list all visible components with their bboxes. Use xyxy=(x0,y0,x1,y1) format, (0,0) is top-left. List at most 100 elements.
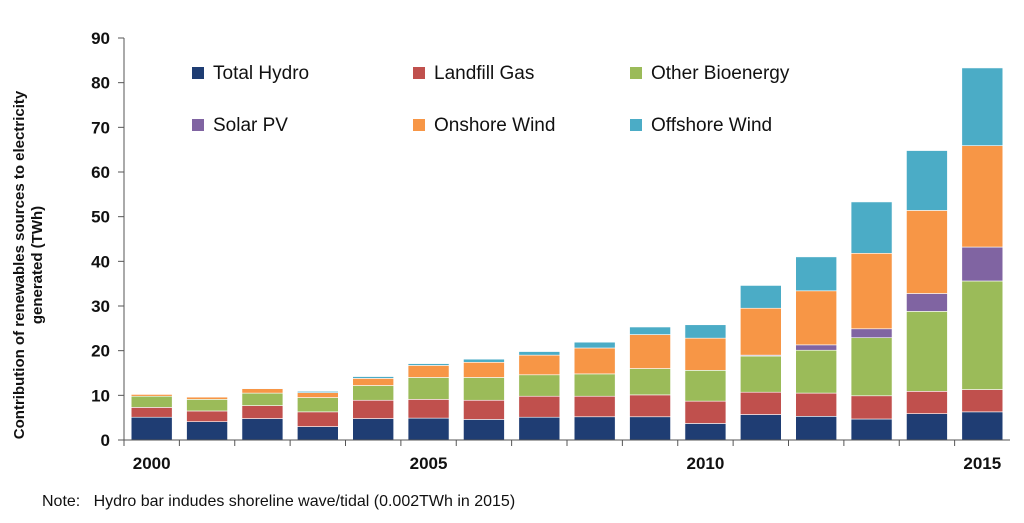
bar-landfill-gas-2000 xyxy=(130,407,173,418)
bar-other-bioenergy-2004 xyxy=(352,385,394,401)
y-axis-label-line-2: generated (TWh) xyxy=(29,206,46,324)
bar-onshore-wind-2012 xyxy=(795,290,837,346)
x-tick-label-2000: 2000 xyxy=(133,454,171,473)
bar-total-hydro-2003 xyxy=(297,426,339,441)
bar-landfill-gas-2010 xyxy=(684,400,727,424)
footnote-prefix: Note: xyxy=(42,493,81,510)
bar-other-bioenergy-2013 xyxy=(850,337,893,397)
bar-stack-2009 xyxy=(629,326,671,441)
bar-solar-pv-2012 xyxy=(795,344,837,351)
legend-item-solar-pv: Solar PV xyxy=(192,115,288,136)
bar-total-hydro-2000 xyxy=(130,416,173,441)
y-axis-label-line-1: Contribution of renewables sources to el… xyxy=(11,90,28,439)
legend-label-landfill-gas: Landfill Gas xyxy=(434,63,534,84)
bar-onshore-wind-2000 xyxy=(130,394,173,397)
y-tick-label: 60 xyxy=(91,163,110,182)
legend-swatch-solar-pv xyxy=(192,119,204,131)
bar-landfill-gas-2015 xyxy=(961,389,1004,413)
bar-onshore-wind-2004 xyxy=(352,378,394,386)
legend-label-onshore-wind: Onshore Wind xyxy=(434,115,555,136)
bar-landfill-gas-2005 xyxy=(407,399,450,419)
bar-landfill-gas-2013 xyxy=(850,395,893,420)
legend-swatch-offshore-wind xyxy=(630,119,642,131)
bar-total-hydro-2007 xyxy=(518,416,561,441)
bar-onshore-wind-2010 xyxy=(684,337,727,371)
bar-other-bioenergy-2005 xyxy=(407,377,450,400)
bar-stack-2006 xyxy=(463,358,505,441)
bar-landfill-gas-2007 xyxy=(518,395,561,418)
legend-label-offshore-wind: Offshore Wind xyxy=(651,115,772,136)
bar-onshore-wind-2003 xyxy=(297,392,339,398)
bar-stack-2013 xyxy=(850,201,893,441)
bar-total-hydro-2009 xyxy=(629,416,671,441)
bar-offshore-wind-2009 xyxy=(629,326,671,335)
x-axis-ticks: 2000 2005 2010 2015 xyxy=(123,440,1001,473)
x-tick-label-2010: 2010 xyxy=(687,454,725,473)
bar-other-bioenergy-2011 xyxy=(740,355,782,393)
bar-total-hydro-2001 xyxy=(186,421,228,441)
legend-item-onshore-wind: Onshore Wind xyxy=(413,115,555,136)
bar-other-bioenergy-2003 xyxy=(297,397,339,413)
bar-landfill-gas-2011 xyxy=(740,391,782,415)
bar-other-bioenergy-2015 xyxy=(961,280,1004,390)
legend-item-offshore-wind: Offshore Wind xyxy=(630,115,772,136)
legend-item-total-hydro: Total Hydro xyxy=(192,63,309,84)
x-tick-label-2015: 2015 xyxy=(963,454,1001,473)
bar-offshore-wind-2005 xyxy=(407,363,450,366)
bar-total-hydro-2004 xyxy=(352,418,394,441)
footnote: Note: Hydro bar indudes shoreline wave/t… xyxy=(42,493,515,511)
bar-onshore-wind-2015 xyxy=(961,145,1004,248)
bar-onshore-wind-2008 xyxy=(573,347,616,375)
bar-total-hydro-2012 xyxy=(795,416,837,441)
bar-onshore-wind-2011 xyxy=(740,307,782,356)
bar-landfill-gas-2001 xyxy=(186,410,228,422)
bar-other-bioenergy-2012 xyxy=(795,349,837,394)
bar-offshore-wind-2015 xyxy=(961,67,1004,146)
bar-onshore-wind-2005 xyxy=(407,365,450,378)
bar-stack-2001 xyxy=(186,396,228,441)
bar-other-bioenergy-2007 xyxy=(518,374,561,397)
bar-landfill-gas-2008 xyxy=(573,395,616,418)
bar-other-bioenergy-2010 xyxy=(684,370,727,402)
bar-landfill-gas-2003 xyxy=(297,411,339,427)
bar-other-bioenergy-2001 xyxy=(186,399,228,412)
bar-offshore-wind-2011 xyxy=(740,285,782,309)
legend-swatch-landfill-gas xyxy=(413,67,425,79)
bar-solar-pv-2013 xyxy=(850,328,893,339)
bar-onshore-wind-2001 xyxy=(186,396,228,400)
bar-stack-2007 xyxy=(518,351,561,441)
bar-stack-2010 xyxy=(684,324,727,441)
bar-onshore-wind-2006 xyxy=(463,361,505,378)
bar-other-bioenergy-2000 xyxy=(130,395,173,408)
bar-offshore-wind-2012 xyxy=(795,256,837,292)
bar-offshore-wind-2010 xyxy=(684,324,727,339)
bar-total-hydro-2002 xyxy=(241,418,284,441)
bar-landfill-gas-2009 xyxy=(629,394,671,418)
legend-swatch-onshore-wind xyxy=(413,119,425,131)
bar-offshore-wind-2008 xyxy=(573,341,616,349)
bar-total-hydro-2005 xyxy=(407,417,450,441)
bar-offshore-wind-2007 xyxy=(518,351,561,356)
bar-landfill-gas-2014 xyxy=(906,391,948,414)
legend-label-other-bioenergy: Other Bioenergy xyxy=(651,63,790,84)
bar-landfill-gas-2006 xyxy=(463,399,505,420)
bar-stack-2015 xyxy=(961,67,1004,441)
bar-offshore-wind-2006 xyxy=(463,358,505,363)
bar-onshore-wind-2014 xyxy=(906,210,948,294)
bar-total-hydro-2013 xyxy=(850,418,893,441)
bar-stack-2011 xyxy=(740,285,782,441)
bar-total-hydro-2008 xyxy=(573,416,616,441)
y-axis-label: Contribution of renewables sources to el… xyxy=(11,90,46,439)
bar-stack-2005 xyxy=(407,363,450,441)
bar-stack-2000 xyxy=(130,394,173,441)
bar-solar-pv-2015 xyxy=(961,246,1004,282)
y-tick-label: 30 xyxy=(91,297,110,316)
legend-item-landfill-gas: Landfill Gas xyxy=(413,63,534,84)
legend-item-other-bioenergy: Other Bioenergy xyxy=(630,63,790,84)
legend: Total Hydro Landfill Gas Other Bioenergy So… xyxy=(192,63,790,136)
bar-stack-2004 xyxy=(352,376,394,441)
bar-total-hydro-2010 xyxy=(684,423,727,441)
legend-swatch-total-hydro xyxy=(192,67,204,79)
footnote-text: Hydro bar indudes shoreline wave/tidal (… xyxy=(93,493,516,510)
